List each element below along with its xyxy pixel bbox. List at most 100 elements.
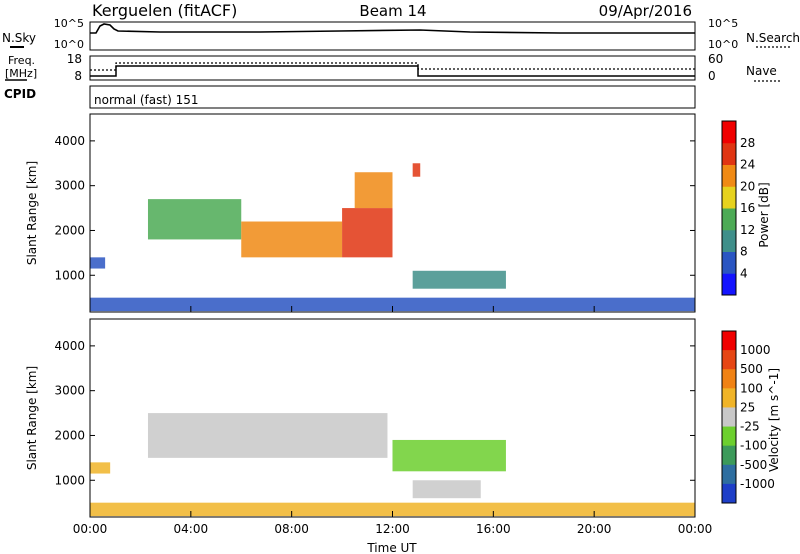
range-band: [354, 172, 393, 209]
x-tick-label: 00:00: [73, 522, 108, 536]
colorbar-segment: [722, 229, 736, 252]
colorbar-tick-label: -100: [740, 439, 767, 453]
range-band: [90, 502, 695, 517]
x-tick-label: 08:00: [274, 522, 309, 536]
velocity-y-ticks: 1000 2000 3000 4000: [54, 339, 695, 487]
freq-right-tick-bottom: 0: [708, 69, 716, 83]
freq-trace: [90, 65, 695, 77]
station-title: Kerguelen (fitACF): [92, 1, 237, 20]
freq-panel-frame: [89, 55, 696, 81]
colorbar-segment: [722, 273, 736, 296]
colorbar-segment: [722, 388, 736, 408]
colorbar-frame: [721, 330, 737, 504]
range-band: [412, 480, 481, 499]
noise-panel: N.Sky 10^5 10^0 10^5 10^0 N.Search: [2, 17, 800, 51]
colorbar-tick-label: 28: [740, 136, 755, 150]
cpid-text: normal (fast) 151: [94, 93, 198, 107]
freq-left-tick-top: 18: [67, 52, 82, 66]
cpid-panel-frame: [89, 85, 696, 109]
colorbar-tick-label: 1000: [740, 343, 771, 357]
x-tick-label: 12:00: [375, 522, 410, 536]
x-axis-label: Time UT: [366, 541, 417, 554]
colorbar-tick-label: 100: [740, 381, 763, 395]
colorbar-tick-label: -500: [740, 458, 767, 472]
date-title: 09/Apr/2016: [599, 2, 692, 20]
beam-title: Beam 14: [359, 2, 426, 20]
range-band: [392, 439, 506, 472]
colorbar-segment: [722, 142, 736, 165]
nave-trace: [90, 62, 695, 71]
power-panel: 1000 2000 3000 4000 Slant Range [km] 4 8 12 16…: [25, 113, 771, 313]
y-tick-label: 2000: [54, 428, 85, 442]
colorbar-tick-label: 12: [740, 223, 755, 237]
range-band: [90, 462, 111, 474]
colorbar-segment: [722, 164, 736, 187]
colorbar-segment: [722, 426, 736, 447]
colorbar-segment: [722, 121, 736, 144]
freq-left-label-2: [MHz]: [5, 67, 37, 80]
cpid-label: CPID: [4, 87, 36, 101]
noise-panel-frame: [89, 21, 696, 51]
noise-right-label: N.Search: [746, 31, 800, 45]
noise-left-label: N.Sky: [2, 31, 36, 45]
colorbar-tick-label: 20: [740, 179, 755, 193]
range-band: [241, 221, 343, 258]
x-tick-label: 00:00: [678, 522, 713, 536]
y-tick-label: 2000: [54, 223, 85, 237]
colorbar-segment: [722, 369, 736, 389]
colorbar-tick-label: 4: [740, 266, 748, 280]
colorbar-segment: [722, 445, 736, 466]
x-tick-label: 04:00: [174, 522, 209, 536]
colorbar-segment: [722, 208, 736, 231]
colorbar-segment: [722, 251, 736, 274]
colorbar-tick-label: 500: [740, 362, 763, 376]
range-band: [90, 257, 106, 269]
freq-right-tick-top: 60: [708, 52, 723, 66]
colorbar-segment: [722, 407, 736, 428]
colorbar-tick-label: -1000: [740, 477, 775, 491]
colorbar-segment: [722, 483, 736, 504]
freq-right-label: Nave: [746, 64, 777, 78]
colorbar-tick-label: 24: [740, 158, 755, 172]
noise-left-tick-top: 10^5: [54, 17, 84, 30]
power-colorbar: 4 8 12 16 20 24 28: [721, 120, 755, 296]
range-band: [412, 270, 506, 289]
velocity-bands: [90, 413, 695, 517]
y-tick-label: 1000: [54, 268, 85, 282]
freq-left-label-1: Freq.: [8, 54, 35, 67]
colorbar-tick-label: -25: [740, 420, 760, 434]
y-tick-label: 4000: [54, 134, 85, 148]
range-band: [147, 413, 388, 458]
freq-left-tick-bottom: 8: [74, 69, 82, 83]
velocity-colorbar-label: Velocity [m s^-1]: [767, 368, 781, 472]
range-band: [90, 297, 695, 312]
y-tick-label: 3000: [54, 179, 85, 193]
power-x-ticks: [89, 306, 696, 312]
power-colorbar-label: Power [dB]: [757, 182, 771, 247]
cpid-panel: CPID normal (fast) 151: [4, 85, 696, 109]
noise-right-tick-bottom: 10^0: [708, 38, 738, 51]
colorbar-segment: [722, 331, 736, 351]
colorbar-tick-label: 25: [740, 400, 755, 414]
noise-right-tick-top: 10^5: [708, 17, 738, 30]
colorbar-segment: [722, 350, 736, 370]
power-bands: [90, 163, 695, 312]
colorbar-tick-label: 8: [740, 245, 748, 259]
velocity-colorbar-label-text: Velocity [m s^-1]: [767, 368, 781, 472]
freq-panel: Freq. [MHz] 18 8 60 0 Nave: [5, 52, 780, 83]
x-tick-label: 20:00: [577, 522, 612, 536]
y-tick-label: 4000: [54, 339, 85, 353]
velocity-y-label: Slant Range [km]: [25, 366, 39, 470]
x-tick-label: 16:00: [476, 522, 511, 536]
range-band: [147, 199, 242, 240]
colorbar-segment: [722, 186, 736, 209]
colorbar-tick-label: 16: [740, 201, 755, 215]
velocity-panel: 1000 2000 3000 4000 00:00 04:00 08:00 12:00 16:…: [25, 318, 781, 554]
range-band: [412, 163, 421, 177]
colorbar-frame: [721, 120, 737, 296]
power-y-label: Slant Range [km]: [25, 161, 39, 265]
power-y-ticks: 1000 2000 3000 4000: [54, 134, 695, 282]
colorbar-segment: [722, 464, 736, 485]
y-tick-label: 3000: [54, 384, 85, 398]
